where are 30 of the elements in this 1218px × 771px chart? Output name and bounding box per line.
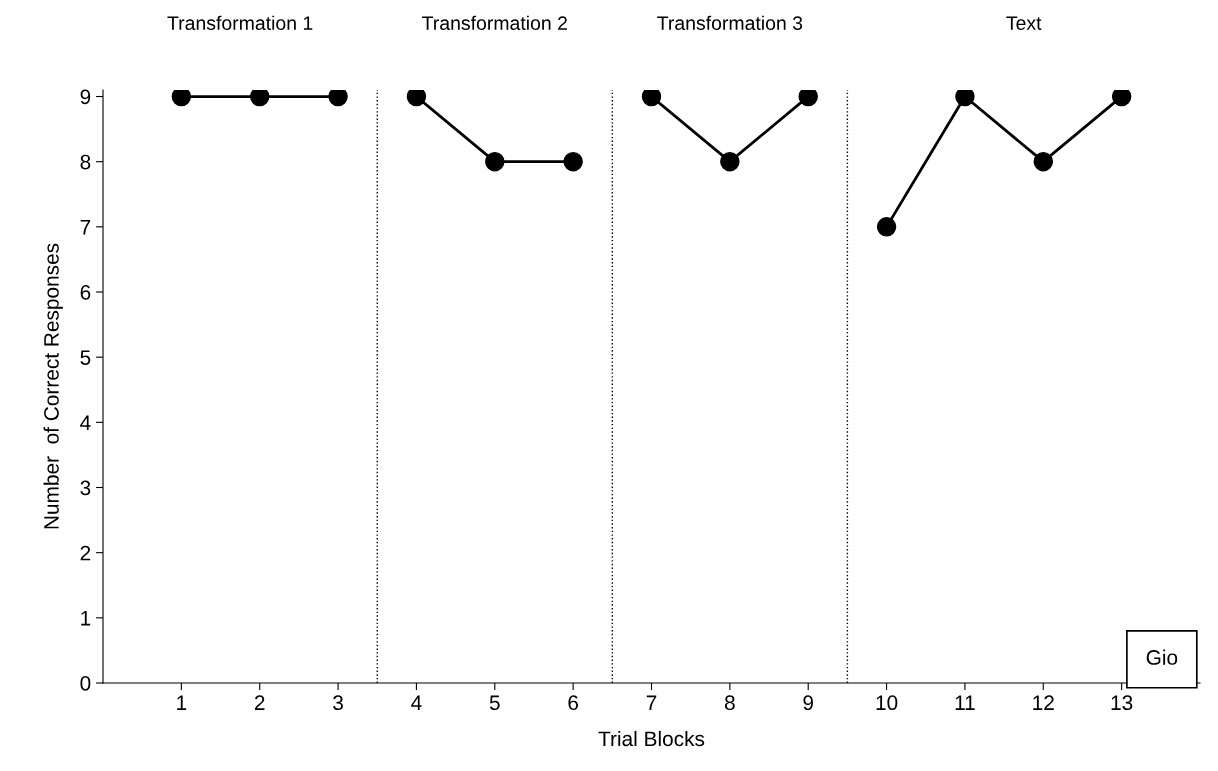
y-tick-label: 9 <box>80 89 91 105</box>
y-tick-label: 2 <box>80 545 91 561</box>
x-tick-label: 6 <box>568 695 579 711</box>
x-tick-label: 8 <box>724 695 735 711</box>
y-tick-label: 1 <box>81 611 91 626</box>
x-tick-label: 11 <box>955 695 975 710</box>
x-tick-label: 9 <box>803 695 814 711</box>
y-tick-label: 6 <box>80 285 91 300</box>
y-tick-label: 8 <box>80 154 91 170</box>
text: Transformation 3 <box>657 15 803 30</box>
x-tick-label: 2 <box>254 695 265 710</box>
x-tick-label: 1 <box>177 695 187 710</box>
annotation: Gio <box>1146 649 1178 665</box>
x-tick-label: 3 <box>333 695 343 711</box>
x-tick-label: 7 <box>646 695 657 710</box>
y-axis-title: Number of Correct Responses <box>43 243 63 529</box>
y-tick-label: 0 <box>80 676 91 691</box>
x-axis-title: Trial Blocks <box>598 730 705 747</box>
x-tick-label: 12 <box>1033 695 1054 710</box>
text: Text <box>1006 16 1042 30</box>
y-tick-label: 3 <box>80 480 91 496</box>
y-tick-label: 4 <box>80 415 91 430</box>
y-tick-label: 5 <box>80 350 91 365</box>
x-tick-label: 13 <box>1111 695 1133 711</box>
text: Transformation 1 <box>167 15 313 30</box>
x-tick-label: 10 <box>876 695 898 711</box>
x-tick-label: 4 <box>411 695 422 710</box>
text: Transformation 2 <box>422 15 567 30</box>
x-tick-label: 5 <box>489 695 500 711</box>
y-tick-label: 7 <box>80 220 91 235</box>
